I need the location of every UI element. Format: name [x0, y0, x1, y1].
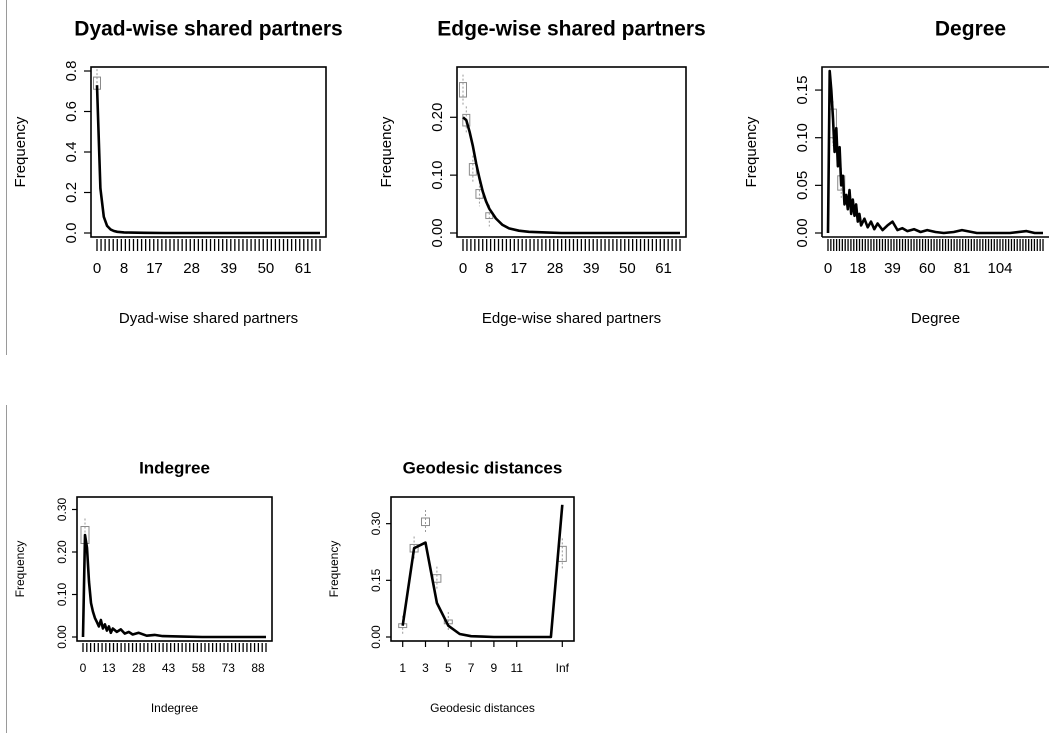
panel4-xlabel: Indegree [151, 701, 199, 715]
panel2-title: Edge-wise shared partners [437, 18, 705, 41]
panel4-xtick-label: 0 [80, 661, 87, 675]
panel1-ytick-label: 0.4 [63, 142, 80, 163]
panel2-xtick-label: 8 [485, 260, 493, 277]
panel2-xlabel: Edge-wise shared partners [482, 310, 661, 327]
panel2-xtick-label: 39 [583, 260, 600, 277]
panel4-plot-frame [76, 496, 273, 642]
panel2-ytick-label: 0.10 [429, 161, 446, 190]
panel2-ytick-label: 0.20 [429, 103, 446, 132]
panel3-title: Degree [935, 18, 1006, 41]
panel1-xtick-label: 50 [258, 260, 275, 277]
panel5-ytick-label: 0.15 [369, 568, 383, 592]
panel1-ytick-label: 0.6 [63, 101, 80, 122]
left-margin-line-bottom [6, 405, 7, 733]
panel5-ylabel: Frequency [327, 541, 341, 598]
panel5-title: Geodesic distances [403, 458, 563, 477]
panel5-xtick-label: 11 [510, 661, 523, 675]
panel1-plot-frame [90, 66, 327, 238]
left-margin-line-top [6, 0, 7, 355]
panel1-ytick-label: 0.2 [63, 182, 80, 203]
panel5-xtick-label: 5 [445, 661, 452, 675]
panel3-xtick-label: 0 [824, 260, 832, 277]
panel5-plot-frame [390, 496, 575, 642]
panel5-series-line [401, 504, 564, 639]
panel5-xtick-label: 7 [468, 661, 475, 675]
panel4-xtick-label: 13 [102, 661, 116, 675]
panel3-ytick-label: 0.05 [794, 171, 811, 200]
panel2-xtick-label: 50 [619, 260, 636, 277]
panel1-xtick-label: 8 [120, 260, 128, 277]
panel4-xtick-label: 58 [192, 661, 206, 675]
panel5-xtick-label: 9 [491, 661, 498, 675]
panel3-xlabel: Degree [911, 310, 960, 327]
panel1-title: Dyad-wise shared partners [74, 18, 342, 41]
panel4-ytick-label: 0.00 [55, 625, 69, 649]
panel1-xtick-label: 61 [295, 260, 312, 277]
panel5-box [421, 517, 430, 527]
panel2-plot-frame [456, 66, 687, 238]
panel2-ylabel: Frequency [378, 116, 395, 187]
panel4-ytick-label: 0.30 [55, 497, 69, 521]
panel5-xtick-label: Inf [556, 661, 570, 675]
panel2-xtick-label: 0 [459, 260, 467, 277]
panel2-ytick-label: 0.00 [429, 218, 446, 247]
panel1-ylabel: Frequency [12, 116, 29, 187]
panel2-series-line [462, 116, 680, 235]
panel2-xtick-label: 17 [511, 260, 528, 277]
panel3-xtick-label: 60 [919, 260, 936, 277]
panel1-xlabel: Dyad-wise shared partners [119, 310, 298, 327]
panel4-ylabel: Frequency [13, 541, 27, 598]
panel2-box [462, 113, 471, 127]
panel4-xtick-label: 88 [251, 661, 265, 675]
panel5-xtick-label: 1 [399, 661, 406, 675]
panel2-box [459, 82, 467, 98]
panel3-xtick-label: 39 [884, 260, 901, 277]
panel1-xtick-label: 39 [220, 260, 237, 277]
panel1-xtick-label: 0 [93, 260, 101, 277]
panel1-ytick-label: 0.8 [63, 61, 80, 82]
panel4-xtick-label: 28 [132, 661, 146, 675]
panel1-xtick-label: 17 [146, 260, 163, 277]
panel3-ytick-label: 0.00 [794, 218, 811, 247]
panel2-xtick-label: 28 [547, 260, 564, 277]
panel1-series-line [95, 85, 320, 235]
panel3-ylabel: Frequency [743, 116, 760, 187]
panel4-title: Indegree [139, 458, 210, 477]
panel3-xtick-label: 104 [987, 260, 1012, 277]
panel3-xtick-label: 18 [849, 260, 866, 277]
panel3-xtick-label: 81 [954, 260, 971, 277]
panel4-ytick-label: 0.20 [55, 540, 69, 564]
panel2-xtick-label: 61 [655, 260, 672, 277]
panel5-xtick-label: 3 [422, 661, 429, 675]
panel4-ytick-label: 0.10 [55, 582, 69, 606]
panel3-series-line [826, 69, 1043, 235]
panel4-series-line [81, 533, 266, 639]
panel5-ytick-label: 0.30 [369, 512, 383, 536]
panel1-ytick-label: 0.0 [63, 223, 80, 244]
panel5-ytick-label: 0.00 [369, 625, 383, 649]
panel4-xtick-label: 43 [162, 661, 176, 675]
panel3-plot-frame [821, 66, 1049, 237]
panel5-xlabel: Geodesic distances [430, 701, 535, 715]
panel1-xtick-label: 28 [183, 260, 200, 277]
panel4-xtick-label: 73 [222, 661, 236, 675]
panel3-ytick-label: 0.10 [794, 123, 811, 152]
panel3-ytick-label: 0.15 [794, 75, 811, 104]
